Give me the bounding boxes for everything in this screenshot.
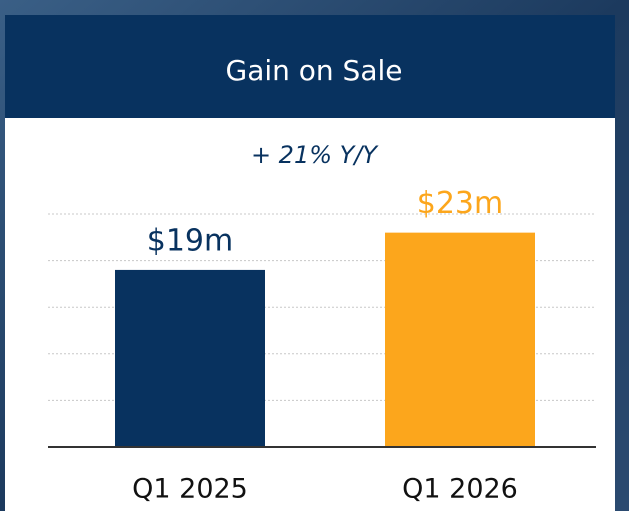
value-label: $19m: [147, 223, 233, 258]
bar: [385, 232, 535, 447]
chart-title: Gain on Sale: [226, 54, 403, 87]
subtitle: + 21% Y/Y: [251, 141, 379, 169]
x-tick-label: Q1 2025: [132, 474, 248, 505]
value-label: $23m: [417, 186, 503, 221]
title-banner: [5, 15, 615, 118]
bar: [115, 269, 265, 447]
x-tick-label: Q1 2026: [402, 474, 518, 505]
